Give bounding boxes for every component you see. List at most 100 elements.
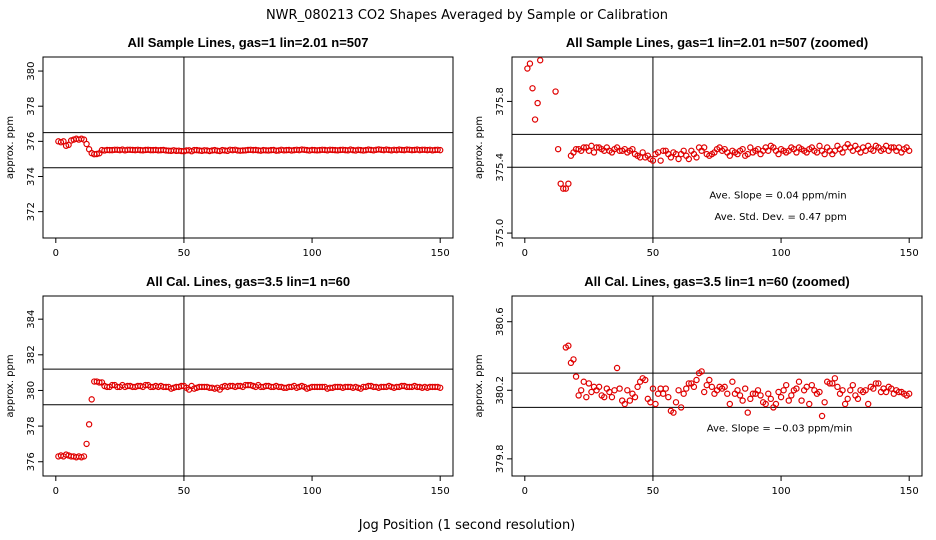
data-point — [693, 154, 700, 161]
data-point — [575, 392, 582, 399]
data-point — [744, 409, 751, 416]
data-point — [657, 385, 664, 392]
data-point — [706, 376, 713, 384]
data-point — [734, 387, 741, 394]
data-point — [685, 380, 693, 387]
data-point — [839, 387, 846, 394]
data-point — [613, 364, 621, 372]
data-points — [562, 342, 913, 420]
data-point — [816, 388, 823, 396]
y-tick-label: 376 — [26, 132, 37, 151]
data-point — [698, 368, 705, 375]
y-tick-label: 384 — [26, 310, 37, 329]
x-tick-label: 50 — [178, 248, 191, 259]
data-point — [572, 373, 580, 380]
data-point — [80, 453, 88, 460]
data-point — [624, 387, 631, 394]
data-point — [529, 85, 536, 92]
y-tick-label: 375.4 — [495, 153, 506, 182]
annotation: Ave. Slope = −0.03 ppm/min — [707, 423, 853, 434]
y-tick-label: 382 — [26, 345, 37, 364]
x-tick-label: 0 — [522, 248, 528, 259]
data-point — [788, 392, 795, 399]
y-tick-label: 380.6 — [495, 307, 506, 336]
data-point — [818, 412, 826, 420]
x-tick-label: 100 — [303, 486, 322, 497]
data-point — [639, 149, 646, 156]
data-point — [667, 154, 675, 161]
data-point — [736, 392, 744, 399]
data-point — [816, 142, 823, 150]
data-point — [595, 383, 603, 391]
data-point — [726, 152, 734, 159]
data-point — [83, 140, 90, 148]
panel-title: All Sample Lines, gas=1 lin=2.01 n=507 (… — [566, 35, 868, 50]
data-point — [831, 375, 839, 382]
data-point — [585, 380, 593, 387]
data-point — [683, 385, 690, 392]
figure-title: NWR_080213 CO2 Shapes Averaged by Sample… — [266, 8, 668, 23]
data-point — [767, 395, 775, 403]
data-point — [690, 383, 698, 391]
data-point — [675, 155, 682, 163]
data-point — [590, 149, 598, 156]
data-point — [565, 342, 572, 349]
data-point — [724, 390, 731, 397]
data-point — [693, 376, 700, 384]
data-point — [524, 65, 531, 72]
x-tick-label: 50 — [647, 248, 660, 259]
data-point — [762, 400, 769, 408]
data-points — [55, 135, 444, 158]
data-point — [793, 385, 800, 392]
y-tick-label: 379.8 — [495, 445, 506, 474]
data-point — [85, 421, 93, 428]
data-point — [601, 393, 608, 401]
data-point — [531, 116, 539, 123]
x-tick-label: 0 — [53, 486, 59, 497]
plot-frame — [511, 56, 923, 239]
data-point — [754, 387, 762, 394]
y-tick-label: 378 — [26, 97, 37, 116]
data-point — [577, 387, 585, 394]
data-point — [795, 378, 803, 385]
data-point — [793, 149, 800, 156]
data-point — [905, 147, 913, 154]
data-point — [649, 385, 657, 392]
data-point — [747, 144, 754, 151]
data-point — [703, 381, 710, 389]
x-tick-label: 50 — [178, 486, 191, 497]
panel-1: All Sample Lines, gas=1 lin=2.01 n=507 0 5… — [5, 35, 454, 259]
data-point — [872, 380, 880, 387]
data-point — [844, 395, 851, 403]
data-point — [729, 378, 736, 385]
data-point — [554, 145, 562, 153]
y-axis-label: approx. ppm — [474, 116, 485, 179]
data-point — [775, 150, 782, 158]
data-point — [806, 400, 813, 408]
data-point — [808, 381, 816, 389]
data-point — [849, 381, 857, 389]
x-tick-label: 150 — [900, 248, 919, 259]
data-point — [534, 99, 541, 107]
panel-title: All Cal. Lines, gas=3.5 lin=1 n=60 — [146, 274, 350, 289]
data-point — [862, 387, 869, 394]
panel-4: All Cal. Lines, gas=3.5 lin=1 n=60 (zoom… — [474, 274, 923, 497]
data-point — [580, 144, 587, 151]
data-point — [747, 395, 754, 403]
data-point — [772, 400, 780, 408]
data-point — [829, 380, 836, 387]
data-point — [560, 185, 567, 192]
x-tick-label: 150 — [431, 486, 450, 497]
data-point — [436, 384, 444, 391]
data-point — [882, 388, 890, 396]
y-tick-label: 380 — [26, 62, 37, 81]
figure-x-axis-label: Jog Position (1 second resolution) — [358, 518, 576, 533]
data-point — [680, 390, 687, 397]
data-point — [88, 396, 95, 403]
data-point — [662, 385, 669, 392]
data-point — [785, 397, 792, 404]
data-point — [626, 397, 634, 404]
data-point — [96, 379, 103, 386]
x-tick-label: 100 — [772, 486, 791, 497]
